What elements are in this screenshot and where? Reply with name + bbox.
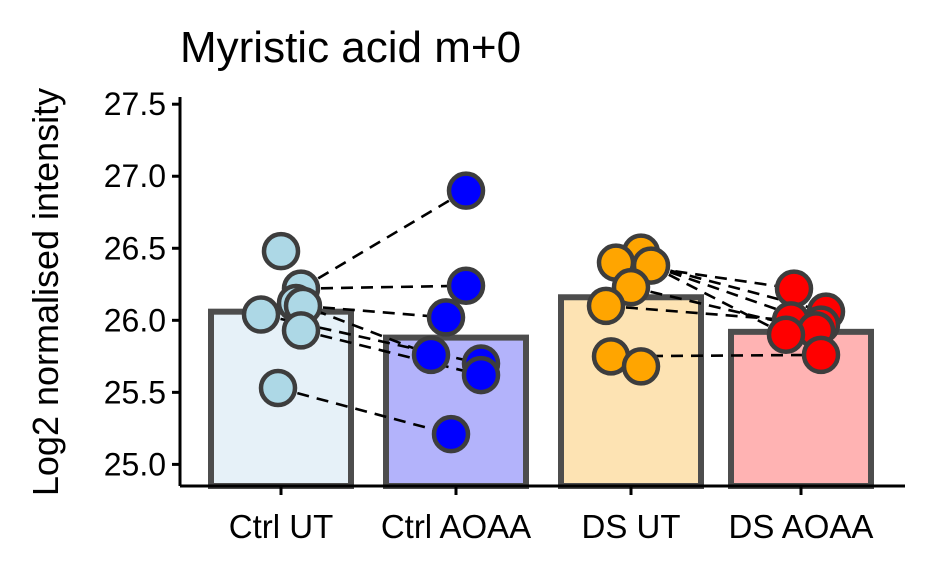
x-tick-label-2: DS UT <box>582 508 681 545</box>
data-point-3-6 <box>801 335 841 375</box>
pair-line-0-4 <box>300 329 482 377</box>
y-tick-label-2: 26.0 <box>104 302 166 338</box>
data-point-1-2 <box>426 298 466 337</box>
data-point-3-0 <box>774 269 814 308</box>
data-point-2-3 <box>611 267 651 307</box>
pair-line-1-3 <box>650 264 787 336</box>
x-tick-label-0: Ctrl UT <box>229 508 333 545</box>
data-point-3-5 <box>766 315 806 354</box>
y-axis-label: Log2 normalised intensity <box>25 88 66 496</box>
data-point-1-0 <box>446 171 486 210</box>
data-point-0-6 <box>258 368 298 408</box>
y-tick-label-4: 27.0 <box>104 158 166 194</box>
x-tick-label-1: Ctrl AOAA <box>381 508 531 545</box>
data-point-1-6 <box>431 414 471 454</box>
y-tick-label-5: 27.5 <box>104 86 166 122</box>
pair-line-0-5 <box>277 386 452 436</box>
bar-ds-aoaa <box>728 328 874 489</box>
data-point-0-0 <box>261 231 301 271</box>
x-tick-label-3: DS AOAA <box>729 508 874 545</box>
pair-line-1-4 <box>630 285 817 332</box>
y-tick-label-3: 26.5 <box>104 230 166 266</box>
bar-ds-ut <box>558 294 704 489</box>
axes-layer: 25.0 25.5 26.0 26.5 27.0 27.5 Ctrl UT Ctrl AOAA… <box>104 86 905 545</box>
points-layer <box>241 171 846 454</box>
pair-line-0-6 <box>302 304 447 319</box>
y-tick-label-1: 25.5 <box>104 374 166 410</box>
data-point-1-1 <box>446 266 486 305</box>
bar-ctrl-aoaa <box>383 334 529 489</box>
data-point-0-5 <box>281 311 321 350</box>
pair-line-1-5 <box>605 304 792 322</box>
pair-line-1-6 <box>610 353 822 358</box>
data-point-1-5 <box>461 355 501 395</box>
data-point-2-6 <box>621 347 661 386</box>
data-point-1-3 <box>411 335 451 375</box>
data-point-0-4 <box>241 295 281 334</box>
pair-line-0-1 <box>300 284 467 290</box>
pair-line-0-0 <box>300 189 467 290</box>
data-point-2-4 <box>586 286 626 326</box>
y-tick-label-0: 25.0 <box>104 446 166 482</box>
chart-title: Myristic acid m+0 <box>180 23 521 72</box>
